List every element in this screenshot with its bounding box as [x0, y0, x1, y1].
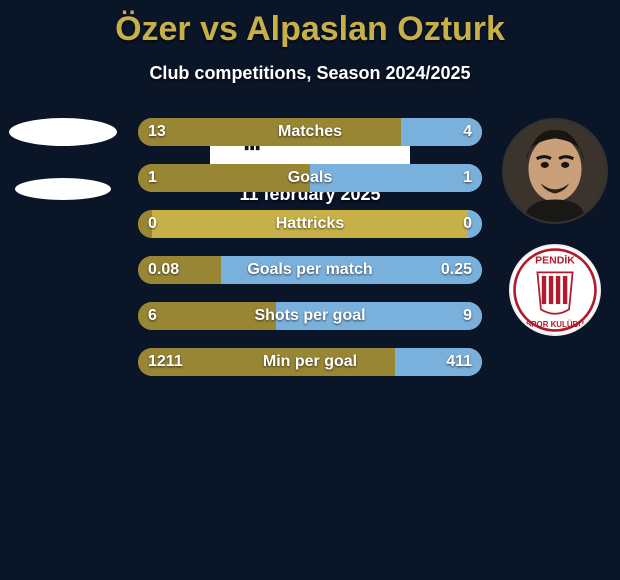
- svg-text:PENDİK: PENDİK: [535, 254, 575, 267]
- stat-bar-track: [138, 348, 482, 376]
- stat-row: 0.08Goals per match0.25: [138, 256, 482, 284]
- right-player-club-badge: PENDİK SPOR KULÜBÜ: [509, 244, 601, 336]
- stat-bar-track: [138, 164, 482, 192]
- stat-bar-right-segment: [468, 210, 482, 238]
- stats-bar-list: 13Matches4 1Goals1 0Hattricks0 0.08Goals pe…: [138, 118, 482, 394]
- stat-row: 0Hattricks0: [138, 210, 482, 238]
- right-player-avatar: [502, 118, 608, 224]
- left-player-club-placeholder: [15, 178, 111, 200]
- right-player-column: PENDİK SPOR KULÜBÜ: [500, 118, 610, 336]
- left-player-avatar-placeholder: [9, 118, 117, 146]
- stat-row: 13Matches4: [138, 118, 482, 146]
- page-subtitle: Club competitions, Season 2024/2025: [0, 63, 620, 84]
- stat-row: 1Goals1: [138, 164, 482, 192]
- stat-bar-track: [138, 210, 482, 238]
- stat-bar-mid: [138, 210, 482, 238]
- stat-bar-left-segment: [138, 164, 310, 192]
- club-crest-icon: PENDİK SPOR KULÜBÜ: [511, 246, 599, 334]
- stat-bar-right-segment: [401, 118, 482, 146]
- stat-bar-right-segment: [221, 256, 482, 284]
- stat-bar-left-segment: [138, 118, 401, 146]
- stat-row: 6Shots per goal9: [138, 302, 482, 330]
- stat-bar-left-segment: [138, 348, 395, 376]
- stat-bar-right-segment: [276, 302, 482, 330]
- stat-bar-left-segment: [138, 302, 276, 330]
- svg-text:SPOR KULÜBÜ: SPOR KULÜBÜ: [526, 320, 584, 329]
- left-player-column: [8, 118, 118, 200]
- stat-bar-left-segment: [138, 256, 221, 284]
- stat-bar-left-segment: [138, 210, 152, 238]
- stat-bar-track: [138, 118, 482, 146]
- page-title: Özer vs Alpaslan Ozturk: [0, 0, 620, 49]
- stat-bar-right-segment: [310, 164, 482, 192]
- stat-row: 1211Min per goal411: [138, 348, 482, 376]
- stat-bar-track: [138, 256, 482, 284]
- player-face-icon: [504, 120, 606, 222]
- stat-bar-right-segment: [395, 348, 482, 376]
- stat-bar-track: [138, 302, 482, 330]
